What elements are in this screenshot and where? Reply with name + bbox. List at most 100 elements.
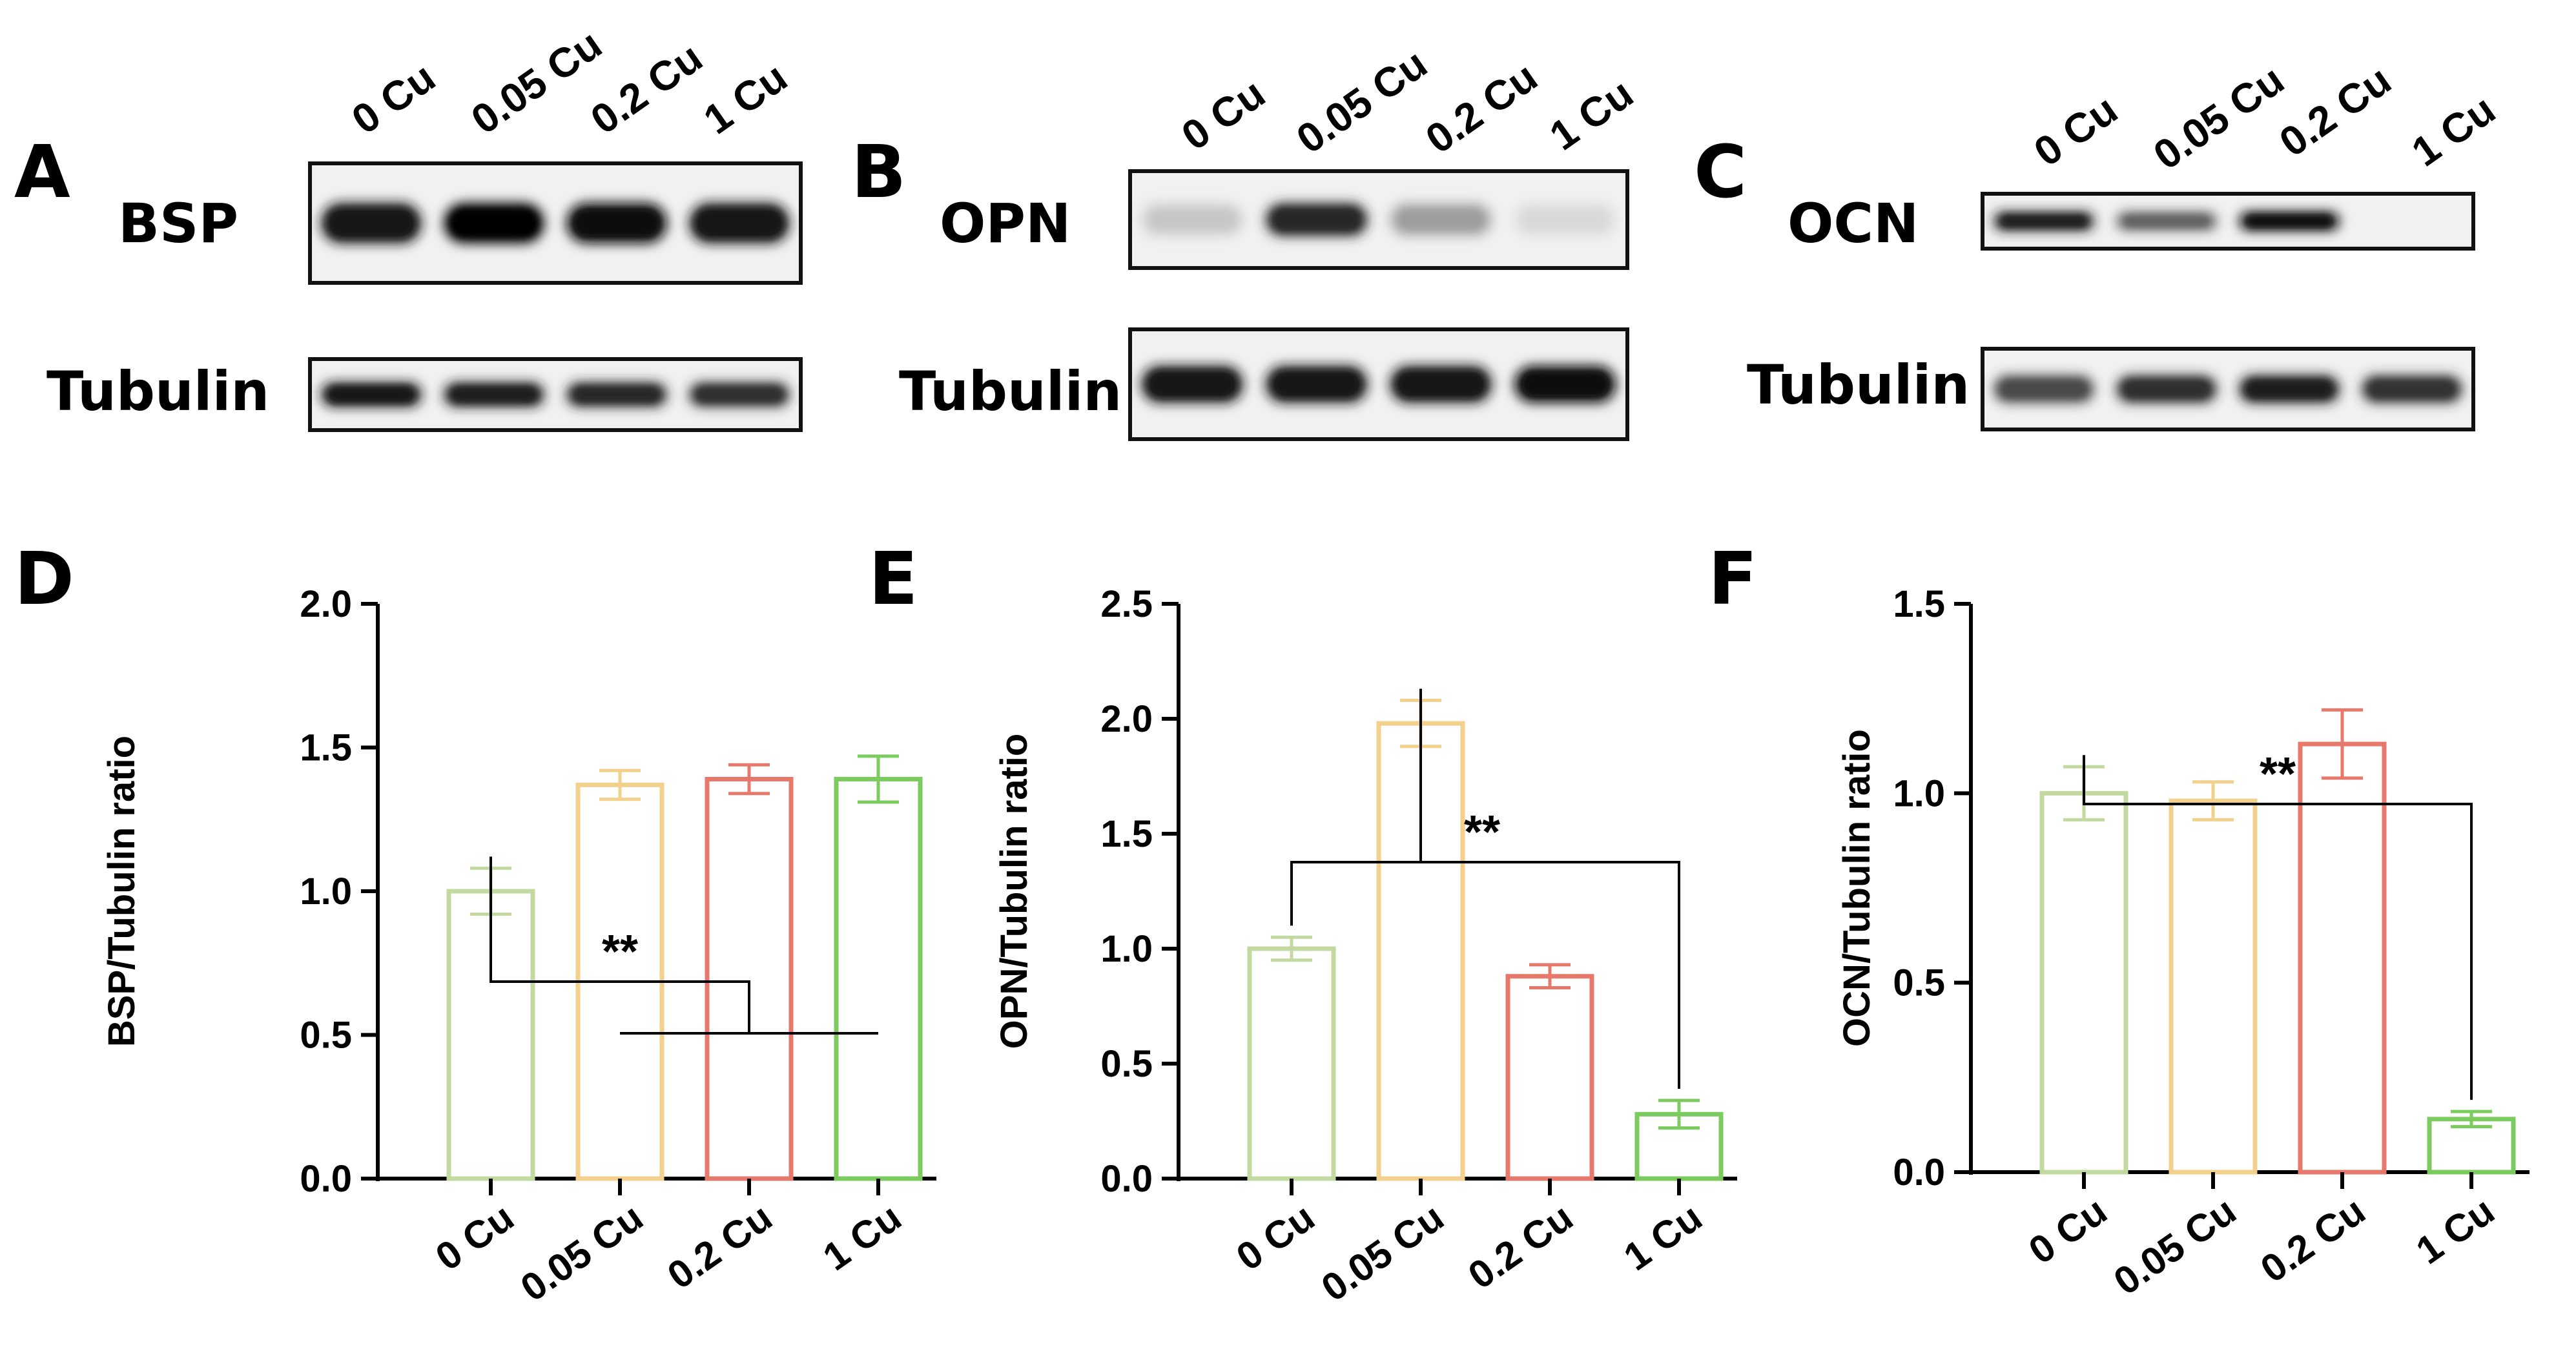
significance-label: ** — [602, 926, 638, 978]
lane-label: 1 Cu — [2404, 86, 2504, 176]
panel-letter-a: A — [14, 130, 70, 214]
x-tick-label: 0 Cu — [428, 1195, 522, 1279]
y-tick-label: 2.0 — [300, 583, 352, 625]
blot-band-core — [574, 210, 659, 236]
blot-band-core — [1273, 209, 1360, 231]
significance-bracket — [2083, 755, 2473, 1100]
blot-band-core — [2001, 215, 2087, 227]
x-tick-label: 0 Cu — [2021, 1189, 2115, 1272]
lane-label: 0.2 Cu — [1417, 53, 1546, 162]
blot-loading-label: Tubulin — [46, 360, 269, 423]
y-tick-label: 0.5 — [1100, 1043, 1153, 1085]
significance-bracket — [1290, 861, 1680, 1089]
y-tick-label: 1.5 — [1893, 583, 1945, 625]
blot-band-core — [451, 210, 537, 236]
blot-band-core — [2247, 380, 2332, 398]
blot-band-core — [2124, 215, 2209, 227]
panel-letter-b: B — [851, 130, 906, 214]
panel-letter-f: F — [1708, 537, 1758, 621]
blot-band-core — [2247, 215, 2332, 227]
blot-band-core — [2370, 215, 2455, 227]
y-axis-title: OPN/Tubulin ratio — [993, 734, 1035, 1049]
y-tick-label: 0.0 — [1893, 1151, 1945, 1193]
blot-band-core — [1397, 209, 1484, 231]
bar — [2169, 798, 2258, 1175]
blot-protein-label: OCN — [1788, 192, 1919, 255]
x-tick-label: 0.2 Cu — [660, 1195, 780, 1297]
y-tick-label: 0.0 — [300, 1158, 352, 1200]
x-tick-label: 1 Cu — [2409, 1189, 2502, 1272]
blot-protein-label: BSP — [118, 192, 238, 255]
panel-letter-c: C — [1694, 130, 1747, 214]
x-tick-label: 0.05 Cu — [513, 1195, 650, 1310]
blot-band-core — [1149, 209, 1235, 231]
y-tick-label: 1.0 — [1100, 928, 1153, 970]
blot-band-core — [329, 387, 414, 402]
lane-label: 0.05 Cu — [1288, 40, 1436, 163]
western-blot-panel-b: B OPN Tubulin 0 Cu 0.05 Cu 0.2 Cu 1 Cu — [851, 40, 1642, 441]
lane-label: 0 Cu — [1173, 70, 1273, 160]
blot-strip-protein — [1981, 192, 2475, 251]
x-tick-label: 1 Cu — [816, 1195, 909, 1279]
bar — [1247, 946, 1336, 1181]
blot-strip-loading — [1128, 327, 1629, 441]
lane-label: 1 Cu — [1541, 70, 1642, 160]
blot-band — [2362, 212, 2462, 231]
y-tick-label: 0.5 — [1893, 962, 1945, 1004]
blot-band-core — [1522, 209, 1609, 231]
blot-band-core — [574, 387, 659, 402]
blot-loading-label: Tubulin — [1747, 353, 1970, 417]
blot-band-core — [1149, 372, 1235, 397]
blot-band-core — [1273, 372, 1360, 397]
lane-label: 0 Cu — [2026, 86, 2126, 176]
bar — [2039, 790, 2128, 1175]
y-tick-label: 0.0 — [1100, 1158, 1153, 1200]
blot-strip-loading — [1981, 347, 2475, 431]
blot-band-core — [1397, 372, 1484, 397]
bar-chart-f: F 0.0 0.5 1.0 1.5 OCN/Tubulin ratio 0 Cu0.05 … — [1708, 537, 2530, 1303]
panel-letter-d: D — [14, 537, 74, 621]
blot-band-core — [2369, 380, 2455, 398]
lane-label: 0.05 Cu — [2145, 56, 2293, 179]
y-tick-label: 1.5 — [1100, 813, 1153, 855]
y-tick-label: 2.0 — [1100, 698, 1153, 740]
y-axis-title: BSP/Tubulin ratio — [101, 736, 143, 1047]
blot-strip-loading — [308, 357, 803, 432]
significance-label: ** — [1464, 807, 1500, 858]
blot-band-core — [329, 210, 414, 236]
y-tick-label: 1.0 — [1893, 772, 1945, 814]
lane-label: 0.2 Cu — [2271, 56, 2400, 165]
western-blot-panel-a: A BSP Tubulin 0 Cu 0.05 Cu 0.2 Cu 1 Cu — [14, 21, 803, 432]
x-tick-label: 0.2 Cu — [2253, 1189, 2373, 1291]
blot-lane-labels: 0 Cu 0.05 Cu 0.2 Cu 1 Cu — [344, 21, 796, 143]
x-tick-label: 0.05 Cu — [1314, 1195, 1451, 1310]
blot-band-core — [2001, 380, 2087, 398]
lane-label: 0 Cu — [344, 54, 444, 143]
panel-letter-e: E — [869, 537, 918, 621]
y-tick-label: 2.5 — [1100, 583, 1153, 625]
blot-loading-label: Tubulin — [899, 360, 1122, 423]
y-axis-title: OCN/Tubulin ratio — [1836, 729, 1878, 1047]
significance-label: ** — [2260, 748, 2296, 800]
x-tick-label: 0.05 Cu — [2106, 1189, 2243, 1303]
bar — [2298, 741, 2387, 1175]
blot-lane-labels: 0 Cu 0.05 Cu 0.2 Cu 1 Cu — [1173, 40, 1642, 163]
lane-label: 1 Cu — [696, 54, 796, 143]
western-blot-panel-c: C OCN Tubulin 0 Cu 0.05 Cu 0.2 Cu 1 Cu — [1694, 56, 2504, 431]
y-tick-label: 1.5 — [300, 727, 352, 769]
blot-band-core — [697, 210, 782, 236]
blot-band-core — [451, 387, 537, 402]
blot-band-core — [2124, 380, 2209, 398]
y-tick-label: 1.0 — [300, 871, 352, 913]
bar — [834, 776, 923, 1181]
blot-strip-protein — [308, 161, 803, 285]
significance-bracket — [489, 856, 750, 1033]
blot-strip-protein — [1128, 169, 1629, 270]
x-tick-label: 0.2 Cu — [1461, 1195, 1581, 1297]
blot-band-core — [697, 387, 782, 402]
x-tick-label: 1 Cu — [1616, 1195, 1710, 1279]
lane-label: 0.05 Cu — [463, 21, 610, 143]
bar — [705, 776, 794, 1181]
